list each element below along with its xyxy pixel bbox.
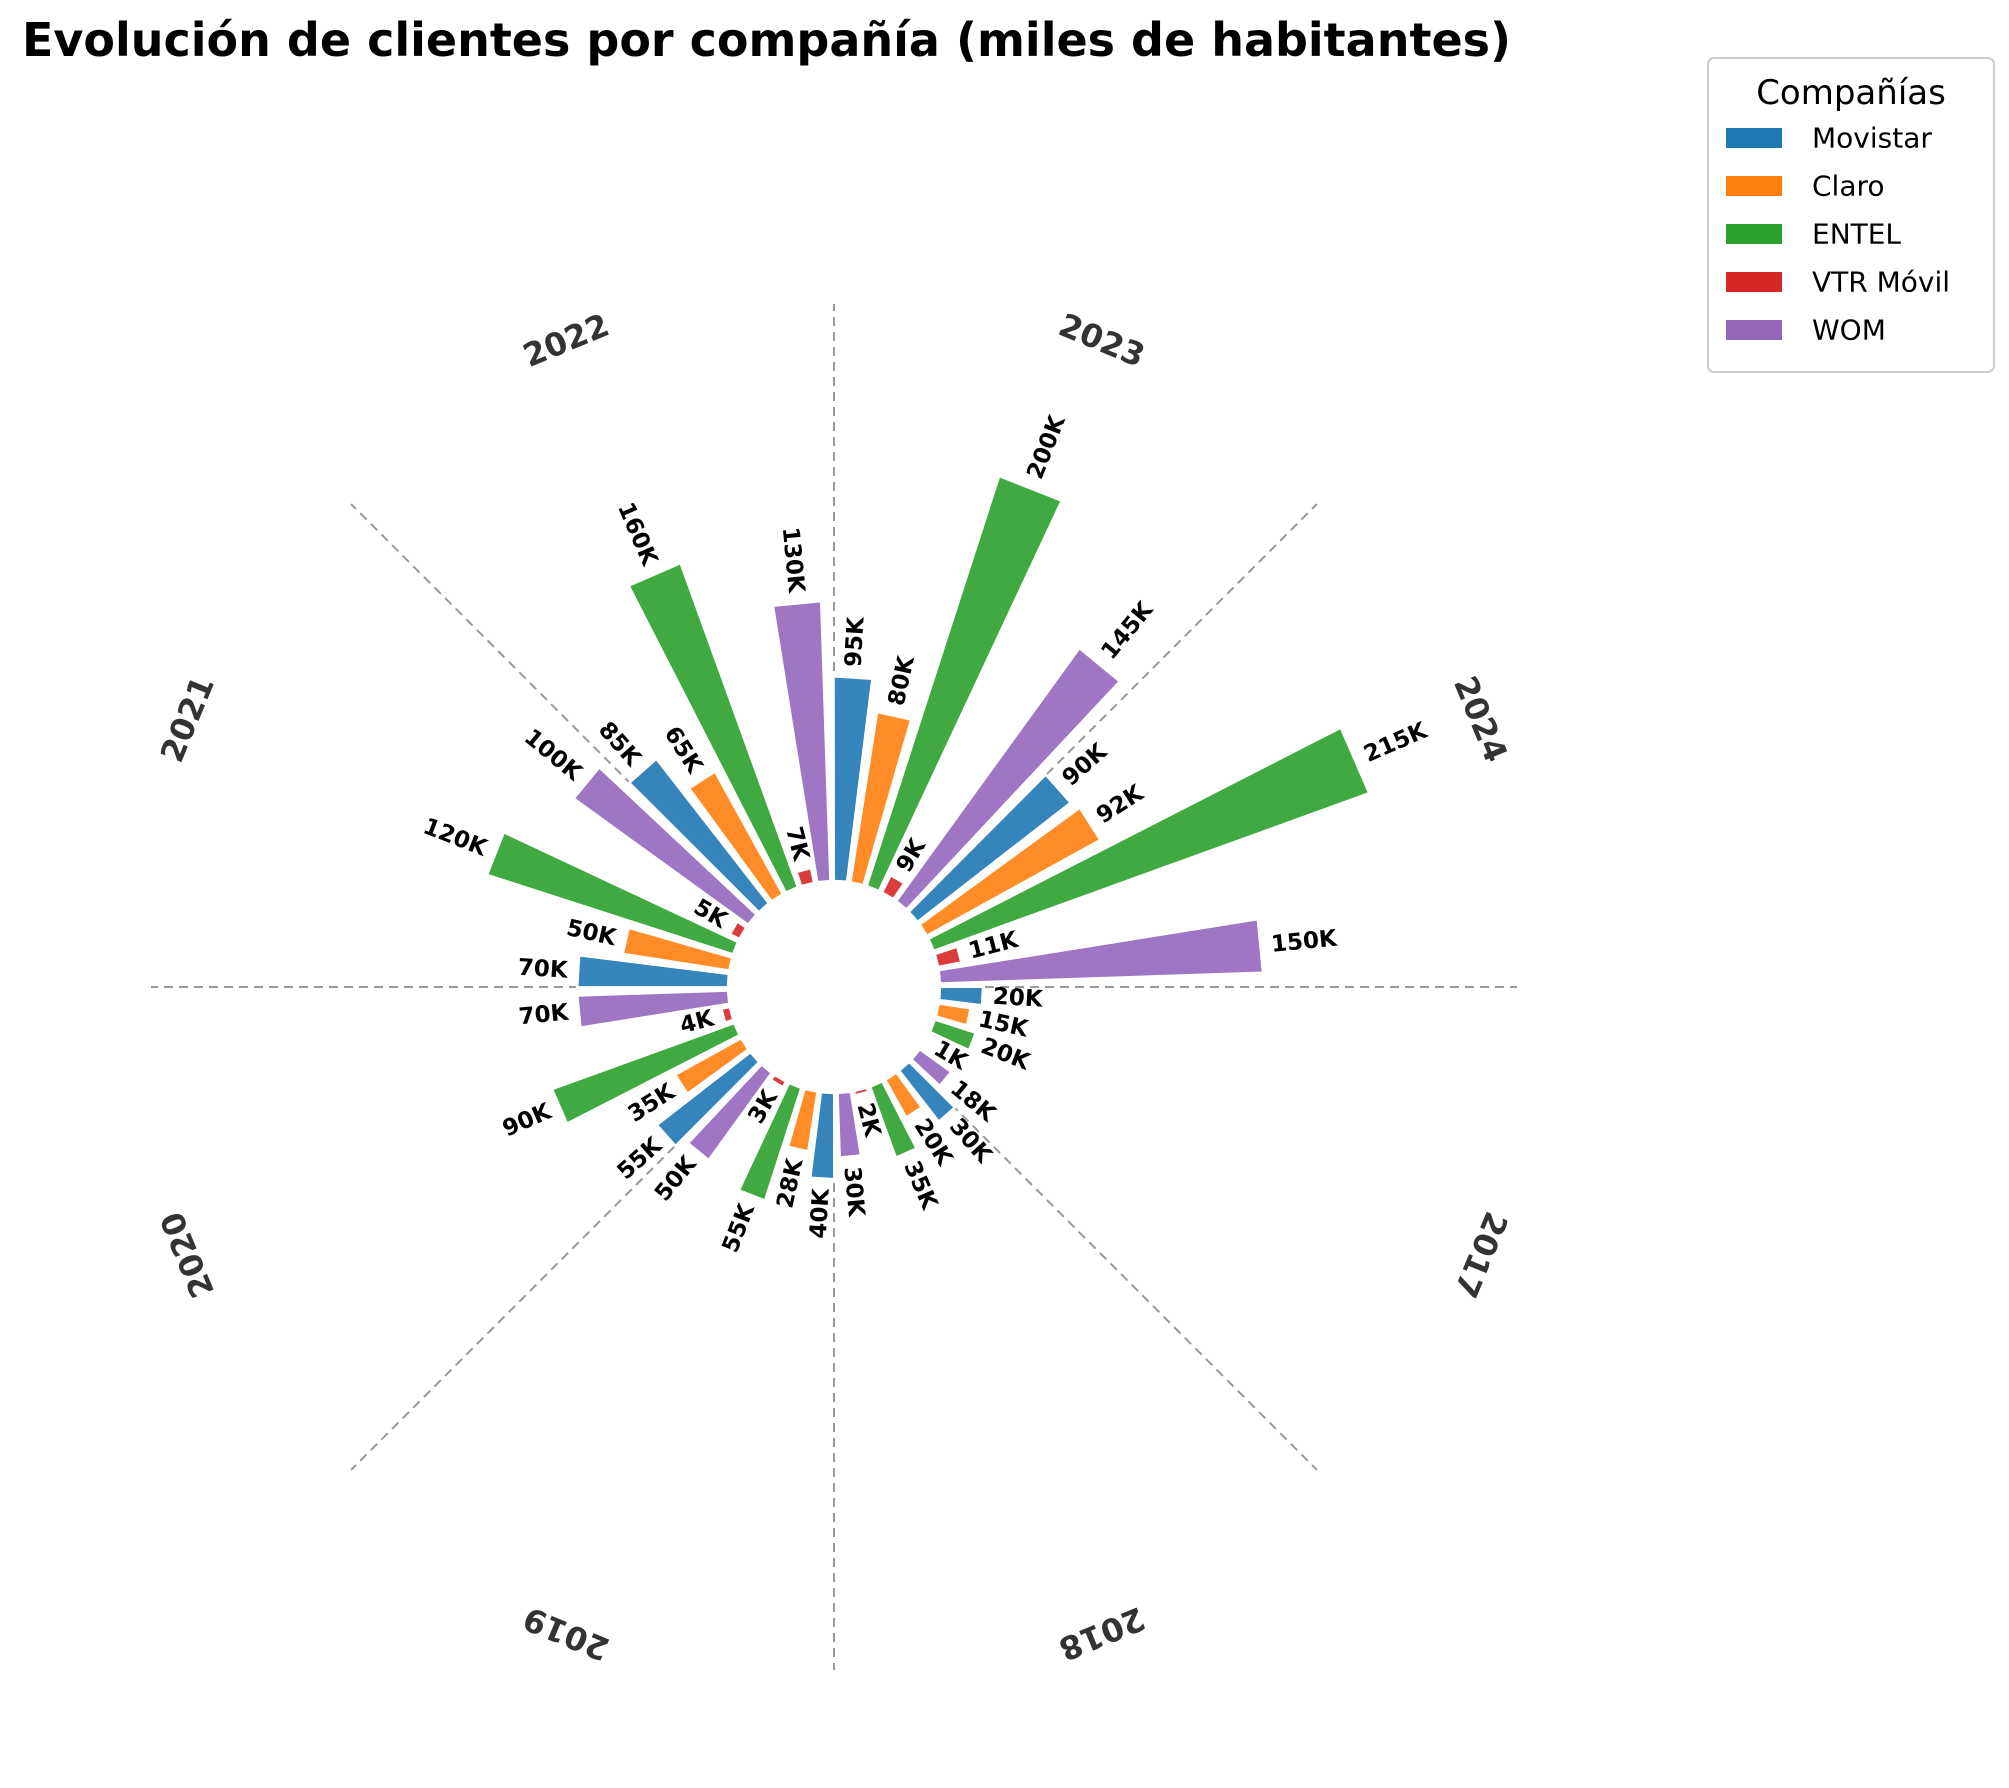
legend-swatch-entel <box>1726 224 1782 244</box>
value-label-wom-2021: 100K <box>519 724 587 787</box>
value-label-movistar-2022: 85K <box>593 717 646 772</box>
value-label-wom-2018: 30K <box>838 1166 869 1219</box>
value-labels: 20K15K20K1K18K30K20K35K2K30K40K28K55K3K5… <box>419 411 1431 1256</box>
bars <box>485 474 1371 1203</box>
bar-vtr-móvil-2024 <box>933 945 963 969</box>
bar-movistar-2017 <box>937 985 985 1007</box>
bar-claro-2018 <box>883 1070 924 1120</box>
legend-label-movistar: Movistar <box>1812 122 1932 155</box>
bar-movistar-2018 <box>897 1060 957 1124</box>
bar-movistar-2021 <box>575 953 731 989</box>
value-label-entel-2019: 55K <box>718 1199 761 1256</box>
value-label-entel-2024: 215K <box>1360 717 1432 768</box>
value-label-movistar-2024: 90K <box>1057 738 1112 791</box>
bar-claro-2019 <box>786 1087 820 1153</box>
legend-swatch-vtr-móvil <box>1726 272 1782 292</box>
value-label-wom-2024: 150K <box>1270 926 1339 958</box>
bar-wom-2017 <box>909 1047 954 1088</box>
value-label-movistar-2018: 30K <box>944 1114 997 1169</box>
bar-wom-2024 <box>937 917 1265 985</box>
chart-title: Evolución de clientes por compañía (mile… <box>22 13 1511 67</box>
bar-vtr-móvil-2020 <box>719 1005 735 1025</box>
legend-label-wom: WOM <box>1812 314 1886 347</box>
bar-wom-2023 <box>894 646 1122 912</box>
value-label-wom-2022: 130K <box>777 526 809 595</box>
bar-wom-2020 <box>575 989 731 1030</box>
value-label-claro-2023: 80K <box>884 653 920 708</box>
bar-entel-2020 <box>550 1021 742 1126</box>
value-label-entel-2023: 200K <box>1022 411 1071 483</box>
bar-movistar-2024 <box>907 772 1073 924</box>
bar-claro-2023 <box>848 710 913 887</box>
sector-divider-2024 <box>908 1061 1318 1471</box>
year-label-2024: 2024 <box>1446 671 1515 768</box>
year-label-2023: 2023 <box>1053 306 1150 375</box>
bar-claro-2024 <box>917 805 1103 938</box>
legend-items: Movistar Claro ENTEL VTR Móvil WOM <box>1726 122 1950 347</box>
bar-entel-2021 <box>485 830 740 956</box>
sector-dividers <box>151 304 1517 1670</box>
bar-claro-2022 <box>687 769 785 904</box>
bar-entel-2018 <box>868 1079 919 1160</box>
bar-movistar-2022 <box>627 756 771 914</box>
legend: Compañías Movistar Claro ENTEL VTR Móvil WOM <box>1707 57 1995 373</box>
value-label-movistar-2023: 95K <box>841 615 870 667</box>
bar-vtr-móvil-2021 <box>728 919 748 941</box>
bar-claro-2021 <box>621 926 734 973</box>
bar-vtr-móvil-2022 <box>794 866 816 888</box>
legend-swatch-wom <box>1726 320 1782 340</box>
bar-wom-2021 <box>571 765 759 927</box>
bar-vtr-móvil-2017 <box>920 1033 933 1050</box>
bar-entel-2017 <box>928 1018 978 1052</box>
bar-vtr-móvil-2019 <box>769 1073 788 1090</box>
value-label-entel-2017: 20K <box>977 1033 1034 1076</box>
legend-label-vtr-móvil: VTR Móvil <box>1812 266 1950 299</box>
bar-wom-2018 <box>836 1090 863 1159</box>
year-label-2020: 2020 <box>153 1206 222 1303</box>
bar-movistar-2023 <box>832 674 874 884</box>
bar-entel-2023 <box>865 474 1064 893</box>
legend-swatch-movistar <box>1726 128 1782 148</box>
year-labels: 2017 2018 2019 2020 2021 2022 2023 2024 <box>153 306 1516 1669</box>
value-label-claro-2021: 50K <box>564 915 619 951</box>
legend-title: Compañías <box>1756 73 1946 113</box>
bar-wom-2019 <box>686 1062 774 1162</box>
value-label-wom-2017: 18K <box>945 1075 1001 1128</box>
value-label-entel-2020: 90K <box>499 1098 556 1142</box>
value-label-wom-2020: 70K <box>518 1000 571 1031</box>
year-label-2022: 2022 <box>518 306 615 375</box>
bar-entel-2019 <box>737 1081 803 1203</box>
bar-movistar-2019 <box>808 1090 836 1181</box>
bar-movistar-2020 <box>654 1050 761 1148</box>
legend-label-entel: ENTEL <box>1812 218 1901 251</box>
bar-wom-2022 <box>771 599 832 884</box>
value-label-movistar-2021: 70K <box>517 955 569 984</box>
year-label-2019: 2019 <box>518 1599 615 1668</box>
legend-swatch-claro <box>1726 176 1782 196</box>
bar-vtr-móvil-2018 <box>852 1086 870 1097</box>
value-label-wom-2023: 145K <box>1096 596 1159 664</box>
value-label-movistar-2019: 40K <box>806 1187 835 1239</box>
year-label-2021: 2021 <box>153 671 222 768</box>
bar-entel-2024 <box>926 725 1371 953</box>
bar-claro-2017 <box>934 1001 973 1027</box>
year-label-2018: 2018 <box>1053 1599 1150 1668</box>
bar-entel-2022 <box>626 561 800 895</box>
value-label-movistar-2017: 20K <box>992 984 1044 1013</box>
value-label-entel-2022: 160K <box>612 499 663 571</box>
value-label-claro-2024: 92K <box>1092 780 1149 829</box>
year-label-2017: 2017 <box>1446 1206 1515 1303</box>
bar-claro-2020 <box>673 1036 751 1096</box>
legend-label-claro: Claro <box>1812 170 1885 203</box>
value-label-entel-2021: 120K <box>419 813 491 862</box>
bar-vtr-móvil-2023 <box>880 873 907 901</box>
